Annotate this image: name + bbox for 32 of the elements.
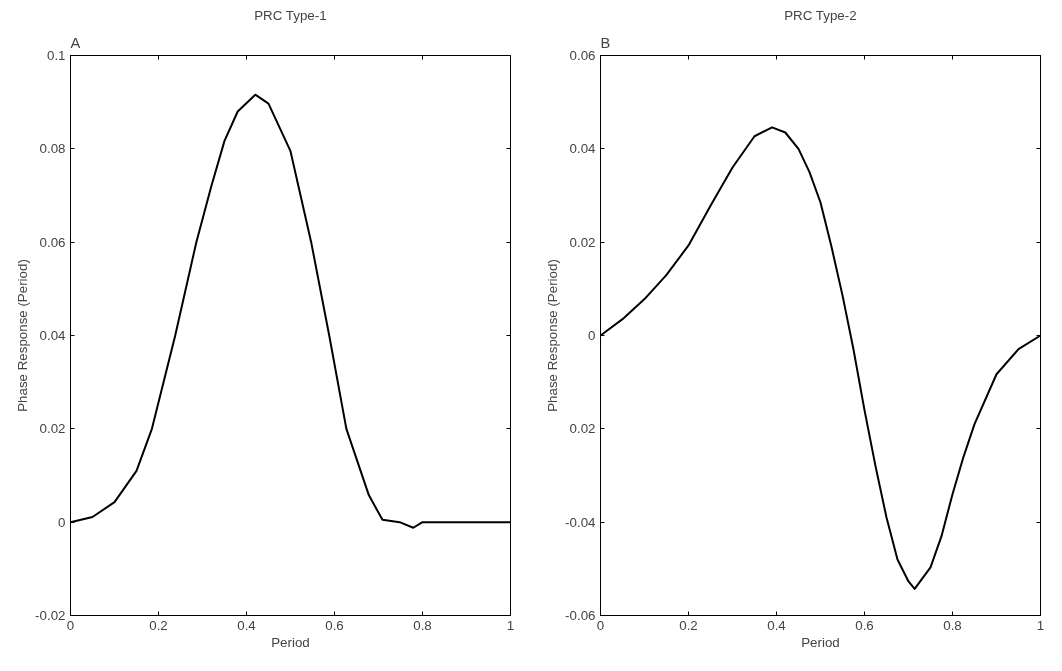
x-tick-label: 0.6: [325, 617, 344, 633]
y-tick-label: 0.02: [39, 421, 66, 437]
y-tick-label: 0.06: [569, 48, 596, 63]
y-tick-label: 0.04: [39, 328, 67, 343]
y-axis-title: Phase Response (Period): [15, 259, 31, 412]
y-tick-label: 0: [588, 328, 596, 343]
y-tick-label: 0.02: [569, 234, 596, 250]
x-axis-title: Period: [271, 634, 310, 650]
x-axis-title: Period: [801, 634, 840, 650]
text: A: [70, 34, 81, 51]
y-tick-label: -0.02: [35, 608, 66, 623]
y-tick-label: 0.1: [46, 48, 66, 63]
x-tick-label: 0.8: [943, 617, 962, 633]
x-tick-label: 1: [1036, 617, 1045, 633]
y-tick-label: -0.04: [565, 514, 597, 530]
chart-title: PRC Type-2: [784, 7, 857, 23]
x-tick-label: 0.8: [413, 617, 432, 633]
y-tick-label: 0.08: [39, 141, 66, 157]
x-tick-label: 0.6: [855, 617, 874, 633]
x-tick-label: 1: [506, 617, 515, 633]
x-tick-label: 0.4: [237, 617, 257, 633]
x-tick-label: 0.2: [679, 617, 698, 633]
text: B: [600, 34, 611, 51]
y-tick-label: 0.04: [569, 141, 597, 157]
x-tick-label: 0.4: [767, 617, 787, 633]
chart-title: PRC Type-1: [254, 7, 327, 23]
y-axis-title: Phase Response (Period): [545, 259, 561, 412]
y-tick-label: -0.06: [565, 608, 596, 623]
y-tick-label: 0: [58, 514, 66, 530]
y-tick-label: 0.02: [569, 421, 596, 437]
y-tick-label: 0.06: [39, 234, 66, 250]
x-tick-label: 0.2: [149, 617, 168, 633]
